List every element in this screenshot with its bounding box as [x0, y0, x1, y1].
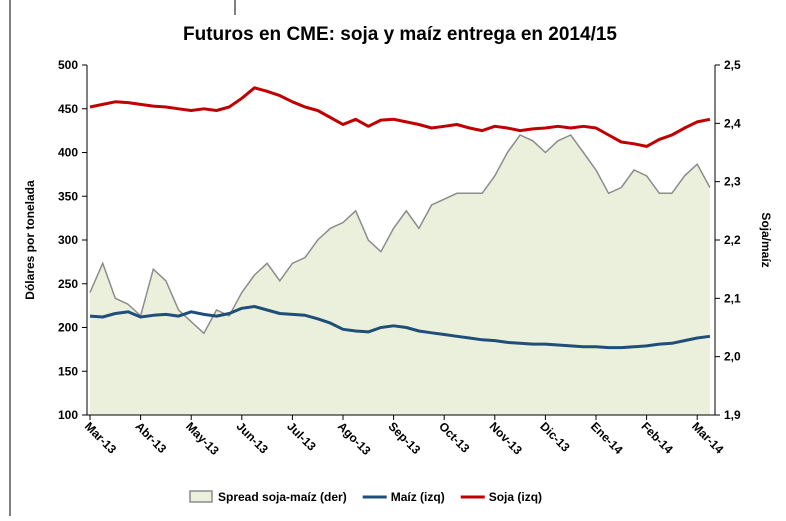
x-tick-label: Jul-13 [284, 419, 319, 454]
y2-axis-label: Soja/maíz [759, 212, 773, 267]
chart-title: Futuros en CME: soja y maíz entrega en 2… [183, 24, 617, 45]
series-line [89, 86, 711, 148]
y-tick-label: 200 [58, 321, 78, 335]
x-tick-label: Nov-13 [487, 419, 525, 457]
x-tick-label: Ene-14 [588, 419, 626, 457]
y-tick-label: 500 [58, 58, 78, 72]
x-tick-label: Jun-13 [234, 419, 271, 456]
x-tick-label: Oct-13 [436, 419, 473, 456]
y2-tick-label: 2,0 [724, 350, 741, 364]
x-tick-label: Ago-13 [335, 419, 374, 458]
y-axis-label: Dólares por tonelada [23, 180, 37, 300]
y2-tick-label: 2,3 [724, 175, 741, 189]
legend-label: Soja (izq) [489, 490, 542, 504]
y2-tick-label: 2,1 [724, 291, 741, 305]
y-tick-label: 300 [58, 233, 78, 247]
series-line [89, 305, 711, 350]
legend-swatch [189, 490, 213, 503]
y2-tick-label: 2,2 [724, 233, 741, 247]
x-tick-label: Feb-14 [638, 419, 675, 456]
y-tick-label: 100 [58, 408, 78, 422]
x-tick-label: Abr-13 [132, 419, 169, 456]
y-tick-label: 350 [58, 189, 78, 203]
y-tick-label: 250 [58, 277, 78, 291]
legend-label: Spread soja-maíz (der) [218, 490, 347, 504]
x-tick-label: Mar-13 [82, 419, 119, 456]
y2-tick-label: 2,5 [724, 58, 741, 72]
y-tick-label: 400 [58, 146, 78, 160]
y2-tick-label: 2,4 [724, 116, 741, 130]
x-tick-label: Sep-13 [385, 419, 423, 457]
spread-area [90, 135, 710, 415]
y-tick-label: 450 [58, 102, 78, 116]
x-tick-label: Mar-14 [689, 419, 726, 456]
spread-line [89, 134, 711, 335]
y-tick-label: 150 [58, 364, 78, 378]
legend-label: Maíz (izq) [391, 490, 445, 504]
x-tick-label: May-13 [183, 419, 222, 458]
y2-tick-label: 1,9 [724, 408, 741, 422]
x-tick-label: Dic-13 [537, 419, 573, 455]
